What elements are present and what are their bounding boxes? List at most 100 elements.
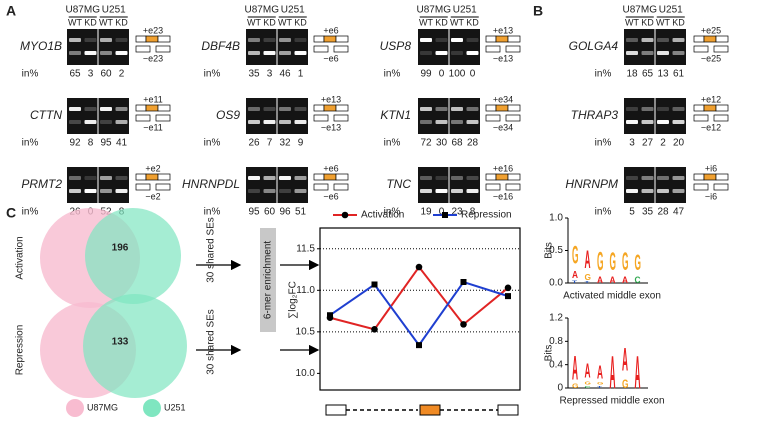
logo-letter: A (610, 275, 617, 285)
in-label: in% (22, 69, 39, 80)
minus-label: −e11 (143, 122, 163, 132)
inclusion-band (100, 107, 112, 111)
y-tick-label: 0.0 (549, 278, 563, 289)
lane-label: WT (99, 17, 113, 27)
inclusion-band (248, 176, 260, 180)
skipping-band (84, 120, 97, 124)
skipping-band (100, 51, 112, 55)
in-label: in% (204, 207, 221, 218)
exon (715, 104, 729, 112)
exon (323, 104, 337, 112)
exon (703, 173, 717, 181)
venn-overlap: 196 (112, 243, 129, 254)
inclusion-band (435, 107, 448, 111)
skipping-band (466, 51, 479, 55)
exon (495, 104, 509, 112)
exon (693, 183, 709, 191)
y-axis-label: Bits (544, 345, 555, 362)
skipping-band (100, 120, 112, 124)
cell-line-label: U87MG (66, 5, 101, 16)
exon (703, 35, 717, 43)
logo-letter: G (635, 250, 641, 275)
lane-label: WT (278, 17, 292, 27)
exon (135, 114, 151, 122)
inclusion-band (420, 107, 432, 111)
cell-line-label: U251 (659, 5, 683, 16)
skipping-band (279, 51, 291, 55)
cell-line-label: U251 (102, 5, 126, 16)
inclusion-value: 28 (657, 207, 669, 218)
skipping-band (84, 51, 97, 55)
exon (335, 173, 349, 181)
inclusion-band (626, 176, 638, 180)
legend-label: U87MG (87, 402, 118, 412)
inclusion-band (84, 176, 97, 180)
gene-name: DBF4B (201, 39, 240, 53)
exon (505, 114, 521, 122)
inclusion-value: 68 (451, 138, 463, 149)
gene-name: USP8 (380, 39, 412, 53)
minus-label: −e16 (493, 191, 513, 201)
inclusion-value: 72 (420, 138, 432, 149)
exon (155, 45, 171, 53)
inclusion-value: 46 (279, 69, 291, 80)
in-label: in% (384, 138, 401, 149)
exon (485, 173, 497, 181)
skipping-band (84, 189, 97, 193)
inclusion-value: 1 (298, 69, 304, 80)
exon (693, 114, 709, 122)
skipping-band (294, 120, 307, 124)
inclusion-value: 65 (69, 69, 81, 80)
inclusion-value: 92 (69, 138, 81, 149)
inclusion-value: 99 (420, 69, 432, 80)
y-tick-label: 1.0 (549, 213, 563, 224)
logo-letter: G (585, 273, 591, 282)
skipping-band (115, 51, 128, 55)
inclusion-value: 23 (451, 207, 463, 218)
inclusion-value: 27 (642, 138, 654, 149)
exon (335, 35, 349, 43)
exon (507, 104, 521, 112)
inclusion-band (672, 107, 685, 111)
inclusion-band (435, 38, 448, 42)
in-label: in% (204, 138, 221, 149)
marker (415, 263, 423, 271)
exon (485, 114, 501, 122)
exon (333, 45, 349, 53)
legend-marker (341, 211, 349, 219)
legend-label: Activation (361, 210, 404, 221)
inclusion-value: 2 (119, 69, 125, 80)
minus-label: −e25 (701, 53, 721, 63)
exon (135, 104, 147, 112)
lane-label: WT (625, 17, 639, 27)
inclusion-value: 26 (248, 138, 260, 149)
inclusion-band (279, 107, 291, 111)
exon (485, 104, 497, 112)
logo-letter: A (597, 275, 604, 285)
inclusion-band (248, 38, 260, 42)
lane-label: KD (263, 17, 276, 27)
inclusion-band (263, 38, 276, 42)
logo-letter: A (622, 275, 629, 285)
inclusion-value: 30 (436, 138, 448, 149)
skipping-band (420, 120, 432, 124)
skipping-band (69, 189, 81, 193)
shared-label: 30 shared SEs (206, 309, 217, 375)
exon (507, 35, 521, 43)
inclusion-value: 0 (470, 69, 476, 80)
venn-overlap: 133 (112, 337, 129, 348)
exon (313, 45, 329, 53)
inclusion-band (69, 176, 81, 180)
gene-name: PRMT2 (21, 177, 62, 191)
lane-label: KD (641, 17, 654, 27)
exon (155, 183, 171, 191)
minus-label: −e13 (321, 122, 341, 132)
minus-label: −e34 (493, 122, 513, 132)
inclusion-band (626, 38, 638, 42)
panel-label: A (6, 3, 16, 19)
exon (703, 104, 717, 112)
inclusion-band (466, 38, 479, 42)
inclusion-band (100, 38, 112, 42)
gene-name: MYO1B (20, 39, 62, 53)
logo-letter: C (635, 275, 642, 285)
